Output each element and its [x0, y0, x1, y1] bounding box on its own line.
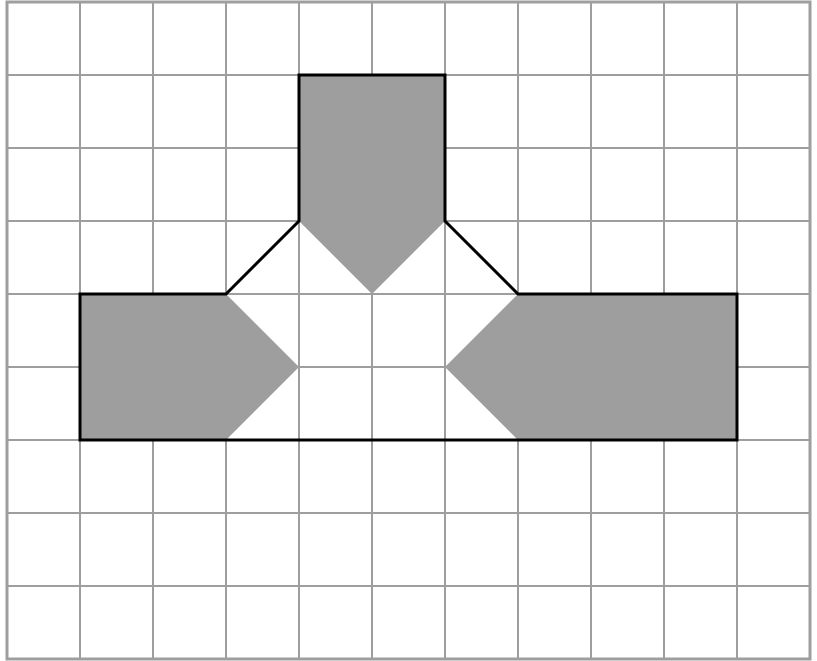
figure-stage: [0, 0, 817, 661]
diagram-svg: [0, 0, 817, 661]
